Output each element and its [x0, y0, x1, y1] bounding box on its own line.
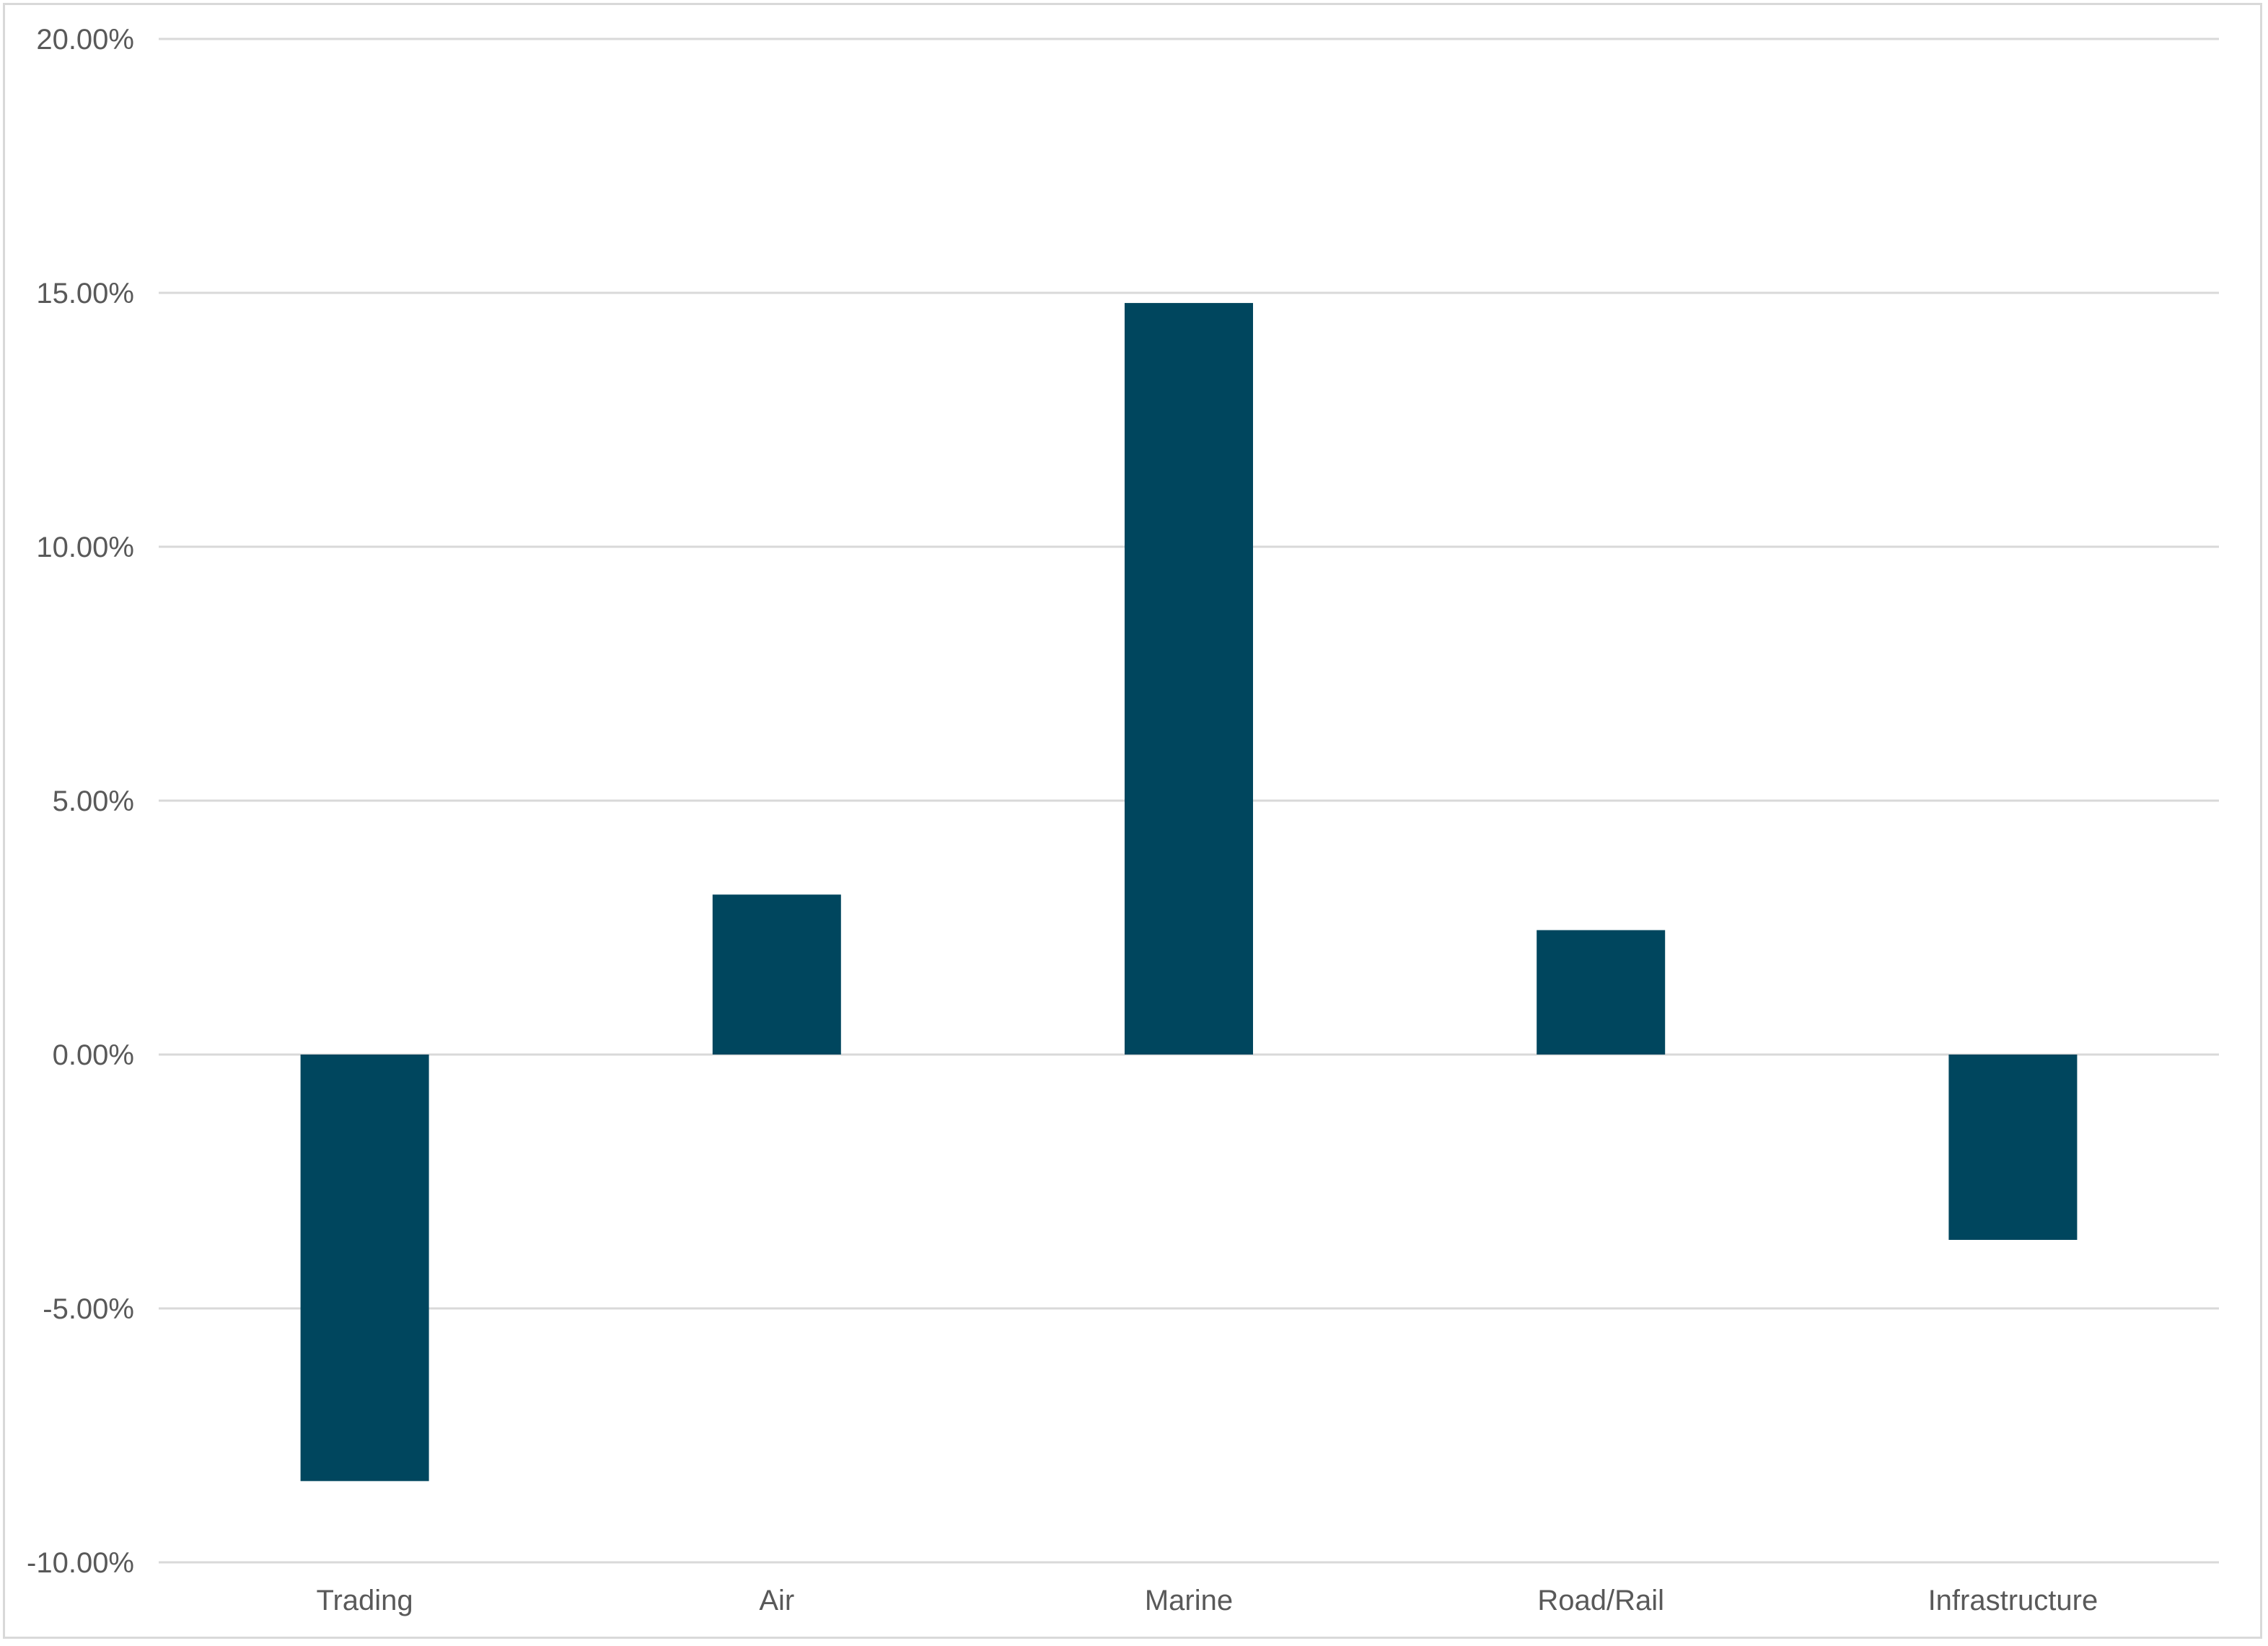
y-tick-label: -5.00%: [43, 1293, 134, 1325]
x-category-label: Infrastructure: [1928, 1585, 2098, 1616]
x-category-label: Air: [759, 1585, 794, 1616]
x-category-label: Trading: [317, 1585, 413, 1616]
y-tick-label: 10.00%: [36, 532, 134, 563]
bars: [300, 303, 2078, 1482]
y-tick-label: 5.00%: [53, 785, 134, 817]
bar-trading: [300, 1055, 429, 1482]
y-tick-label: 20.00%: [36, 24, 134, 56]
bar-marine: [1125, 303, 1253, 1055]
bar-road-rail: [1537, 930, 1666, 1055]
y-tick-label: 15.00%: [36, 278, 134, 309]
bar-air: [712, 894, 841, 1055]
x-category-label: Marine: [1145, 1585, 1233, 1616]
x-axis-category-labels: Trading Air Marine Road/Rail Infrastructure: [317, 1585, 2098, 1616]
bar-infrastructure: [1948, 1055, 2078, 1240]
y-axis-tick-labels: 20.00% 15.00% 10.00% 5.00% 0.00% -5.00% -10.00…: [27, 24, 134, 1579]
y-tick-label: -10.00%: [27, 1547, 134, 1579]
y-tick-label: 0.00%: [53, 1039, 134, 1071]
x-category-label: Road/Rail: [1537, 1585, 1664, 1616]
